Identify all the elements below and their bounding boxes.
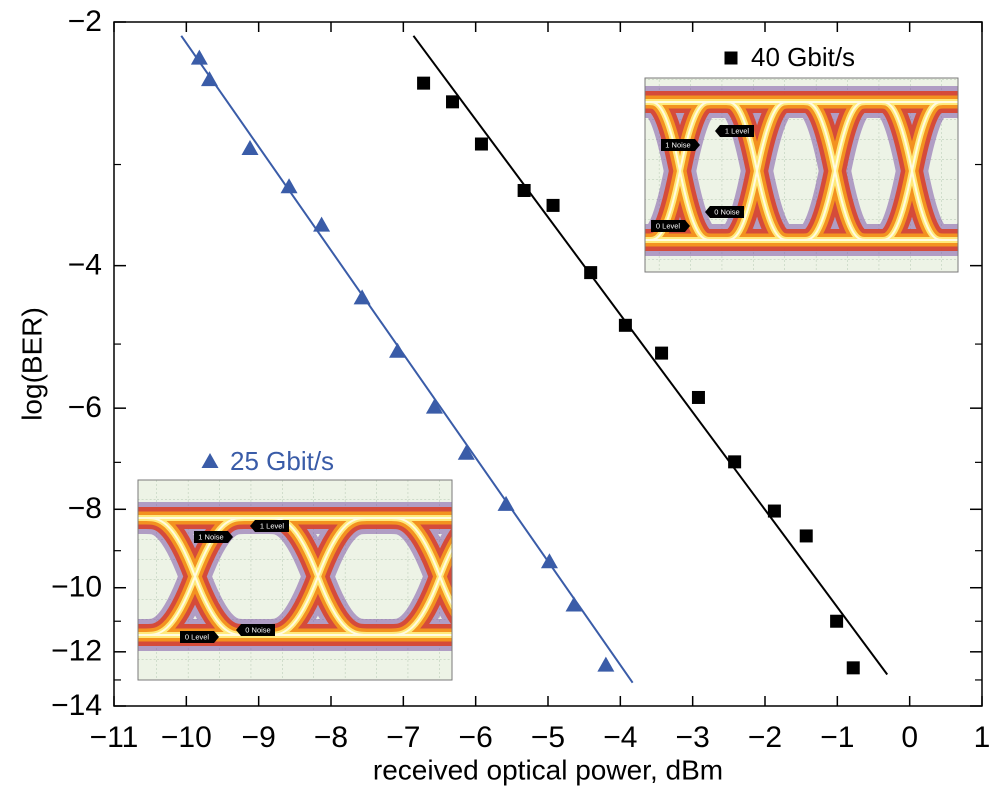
data-point [800,529,813,542]
data-point [830,615,843,628]
x-tick-label: −4 [603,721,637,754]
inset-tag-label: 1 Noise [198,532,223,541]
data-point [619,319,632,332]
data-point [201,71,218,86]
legend-marker [202,453,219,468]
y-tick-label: −8 [68,492,102,525]
data-point [354,289,371,304]
x-tick-label: −10 [161,721,212,754]
data-point [584,266,597,279]
inset-tag-label: 1 Level [725,126,750,135]
x-tick-label: −2 [748,721,782,754]
x-tick-label: −5 [531,721,565,754]
y-axis-label: log(BER) [16,307,47,421]
x-tick-label: −6 [459,721,493,754]
x-tick-label: −9 [242,721,276,754]
inset-tag-label: 1 Noise [665,140,690,149]
data-point [518,184,531,197]
x-tick-label: −7 [386,721,420,754]
data-point [692,391,705,404]
data-point [547,199,560,212]
x-tick-label: −3 [676,721,710,754]
legend-marker [725,52,738,65]
inset-tag-label: 1 Level [260,521,285,530]
data-point [847,661,860,674]
data-point [768,505,781,518]
legend-label: 25 Gbit/s [230,446,334,476]
data-point [446,95,459,108]
x-axis-label: received optical power, dBm [373,754,723,785]
chart: received optical power, dBm log(BER) 1 N… [0,0,993,809]
data-point [655,347,668,360]
y-tick-label: −10 [51,571,102,604]
x-tick-label: −8 [314,721,348,754]
inset-tag-label: 0 Noise [245,625,270,634]
data-point [498,496,515,511]
data-point [475,138,488,151]
y-tick-label: −6 [68,391,102,424]
x-tick-label: 1 [974,721,991,754]
y-tick-label: −12 [51,635,102,668]
data-point [566,597,583,612]
x-tick-label: −11 [90,721,139,754]
data-point [313,217,330,232]
y-tick-label: −14 [51,689,102,722]
x-tick-label: −1 [820,721,854,754]
page: received optical power, dBm log(BER) 1 N… [0,0,993,809]
inset-tag-label: 0 Noise [714,207,739,216]
inset-tag-label: 0 Level [185,632,210,641]
x-tick-label: 0 [901,721,918,754]
data-point [417,77,430,90]
data-point [597,657,614,672]
y-tick-label: −4 [68,249,102,282]
inset-tag-label: 0 Level [656,221,681,230]
y-tick-label: −2 [68,5,102,38]
legend-label: 40 Gbit/s [751,42,855,72]
data-point [728,455,741,468]
data-point [389,343,406,358]
